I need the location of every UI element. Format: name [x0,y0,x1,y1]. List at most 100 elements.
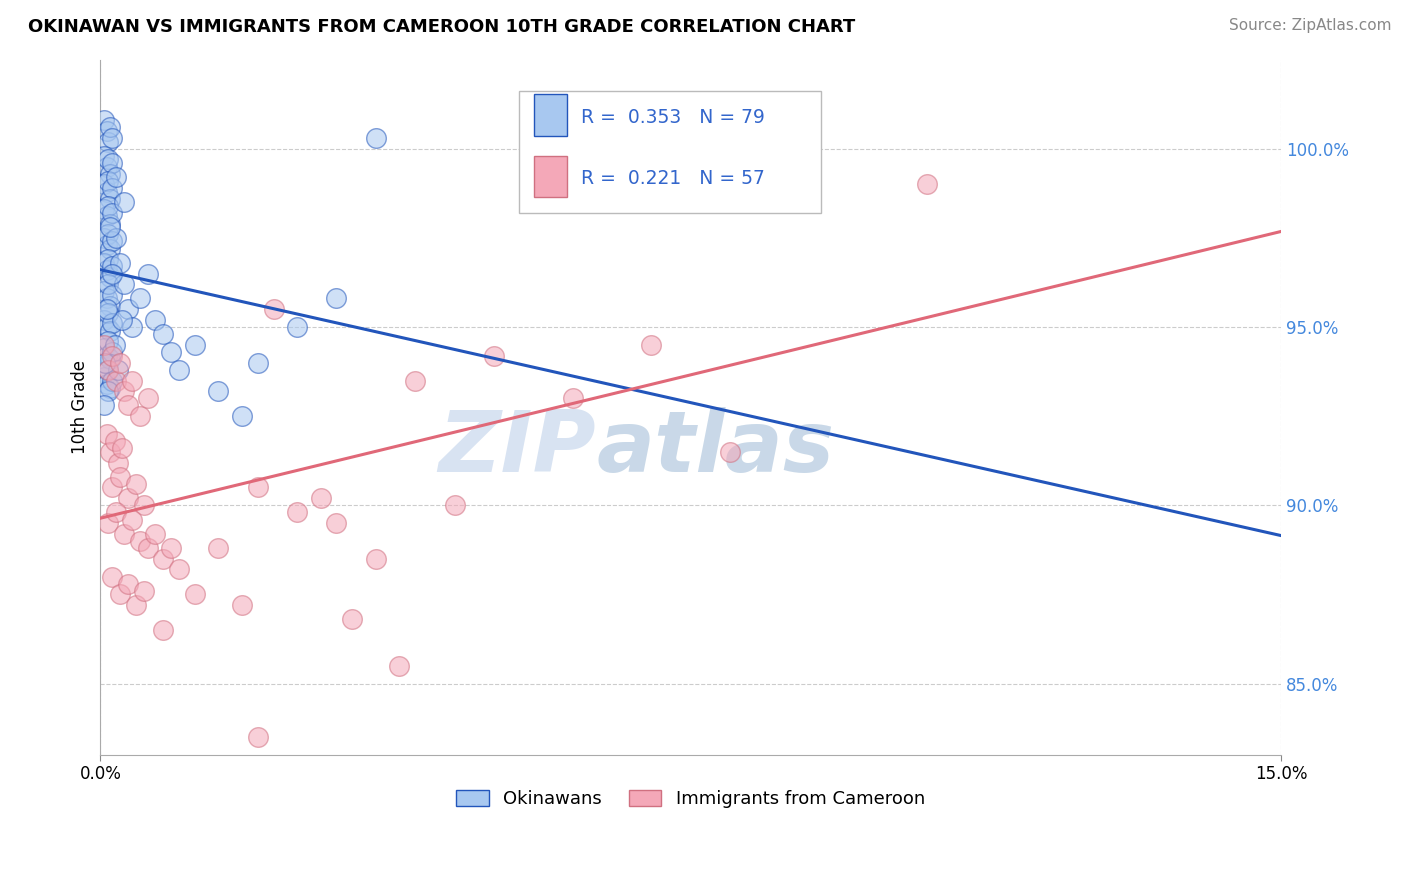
Point [93,231,115,245]
Point [108,256,131,270]
Point [96,210,118,224]
Point [108,587,131,601]
Text: OKINAWAN VS IMMIGRANTS FROM CAMEROON 10TH GRADE CORRELATION CHART: OKINAWAN VS IMMIGRANTS FROM CAMEROON 10T… [28,18,855,36]
Point [97,363,120,377]
Point [101,569,124,583]
Point [246,356,269,370]
Point [97,384,120,399]
Point [231,409,253,424]
Point [718,445,741,459]
Point [101,349,124,363]
Point [101,206,124,220]
Text: R =  0.221   N = 57: R = 0.221 N = 57 [581,169,765,188]
Point [132,583,155,598]
Point [117,491,139,505]
Legend: Okinawans, Immigrants from Cameroon: Okinawans, Immigrants from Cameroon [449,782,932,815]
Text: atlas: atlas [596,408,834,491]
Point [117,576,139,591]
Point [98,220,121,235]
Point [98,352,121,367]
Point [98,270,121,285]
Point [125,477,148,491]
Point [263,302,285,317]
Point [93,202,115,217]
Text: ZIP: ZIP [439,408,596,491]
Point [364,551,387,566]
Point [93,370,115,384]
Point [105,231,128,245]
Point [98,167,121,181]
Point [101,317,124,331]
Point [97,306,120,320]
Point [108,470,131,484]
Point [97,516,120,530]
Point [136,392,159,406]
Point [112,384,135,399]
Point [136,541,159,555]
Point [128,533,150,548]
Point [105,505,128,519]
Point [101,181,124,195]
Point [184,338,207,352]
Point [93,399,115,413]
Point [93,256,115,270]
Point [388,658,411,673]
Point [152,551,174,566]
Point [121,374,143,388]
Point [103,338,125,352]
Point [117,399,139,413]
Point [93,342,115,356]
Point [103,434,125,449]
Point [160,345,183,359]
Point [101,374,124,388]
Point [640,338,662,352]
Point [93,178,115,192]
Point [96,124,118,138]
Point [145,526,167,541]
Point [482,349,505,363]
Y-axis label: 10th Grade: 10th Grade [72,360,89,454]
Point [98,324,121,338]
Point [111,442,134,456]
Text: R =  0.353   N = 79: R = 0.353 N = 79 [581,108,765,127]
Point [96,302,118,317]
Point [167,363,190,377]
FancyBboxPatch shape [534,95,567,136]
Point [105,374,128,388]
Point [98,445,121,459]
Point [121,512,143,526]
Point [117,302,139,317]
Point [136,267,159,281]
Point [152,327,174,342]
Point [93,313,115,327]
Point [364,131,387,145]
Point [96,427,118,442]
Point [101,481,124,495]
Point [101,288,124,302]
FancyBboxPatch shape [534,155,567,197]
Point [145,313,167,327]
Point [404,374,426,388]
Point [132,498,155,512]
Point [128,292,150,306]
Point [93,113,115,128]
Point [96,160,118,174]
Point [107,363,129,377]
Point [167,562,190,576]
Point [94,356,117,370]
Point [98,217,121,231]
Point [96,263,118,277]
Point [96,238,118,252]
Point [309,491,332,505]
Point [101,156,124,170]
Point [93,338,115,352]
Point [112,526,135,541]
Point [97,135,120,149]
Point [96,292,118,306]
Point [191,765,214,780]
Point [246,481,269,495]
Point [207,384,229,399]
Point [98,242,121,256]
Point [121,320,143,334]
Point [231,598,253,612]
